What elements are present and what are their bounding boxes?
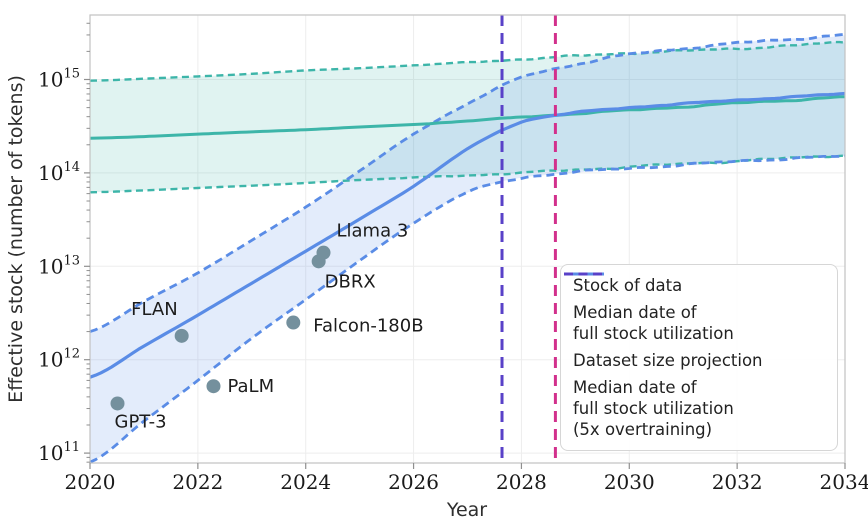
scatter-label-dbrx: DBRX	[325, 271, 376, 292]
dataset-lower-line	[90, 154, 845, 463]
legend-label: Median date of full stock utilization (5…	[573, 378, 734, 439]
x-tick-label: 2024	[280, 470, 331, 494]
dataset-upper-line	[90, 32, 845, 333]
dataset-band	[90, 35, 845, 463]
scatter-label-flan: FLAN	[131, 299, 178, 320]
scatter-dot-falcon-180b	[286, 315, 301, 330]
scatter-dot-flan	[174, 328, 189, 343]
y-axis-label: Effective stock (number of tokens)	[5, 75, 27, 403]
scatter-dot-palm	[206, 379, 221, 394]
x-tick-label: 2032	[712, 470, 763, 494]
y-tick-label: 1011	[38, 440, 80, 465]
data-layer	[90, 15, 845, 463]
legend: Stock of data Median date of full stock u…	[560, 264, 838, 451]
x-tick-label: 2026	[388, 470, 439, 494]
x-tick-label: 2030	[604, 470, 655, 494]
legend-item-stock-of-data: Stock of data	[564, 272, 825, 296]
y-tick-label: 1013	[38, 253, 80, 278]
x-tick-label: 2034	[820, 470, 868, 494]
scatter-dot-llama-3	[316, 245, 331, 260]
dataset-median-line	[90, 91, 845, 379]
y-tick-label: 1014	[38, 160, 80, 185]
x-tick-label: 2020	[65, 470, 116, 494]
legend-item-median-date-full-stock-utilization: Median date of full stock utilization	[564, 272, 825, 344]
legend-label: Dataset size projection	[573, 351, 763, 370]
plot-border	[89, 14, 846, 464]
axes-layer: 2020 2022 2024 2026 2028 2030 2032 2034 1011 1012…	[38, 14, 868, 494]
annotation-layer: GPT-3 FLAN PaLM Falcon-180B DBRX Llama 3	[110, 221, 424, 432]
x-tick-label: 2028	[496, 470, 547, 494]
stock-band	[90, 42, 845, 193]
legend-swatch-dashed-line-icon	[564, 272, 604, 276]
x-axis-label: Year	[446, 499, 487, 521]
scatter-dot-gpt-3	[110, 396, 125, 411]
legend-item-median-date-full-stock-utilization-5x: Median date of full stock utilization (5…	[564, 272, 825, 440]
stock-median-line	[90, 95, 845, 140]
legend-item-dataset-size-projection: Dataset size projection	[564, 272, 825, 371]
legend-label: Stock of data	[573, 276, 683, 295]
scatter-label-falcon-180b: Falcon-180B	[313, 316, 423, 337]
x-tick-label: 2022	[172, 470, 223, 494]
scatter-label-gpt-3: GPT-3	[115, 411, 167, 432]
y-tick-label: 1012	[38, 347, 80, 372]
legend-label: Median date of full stock utilization	[573, 303, 734, 343]
scatter-label-palm: PaLM	[227, 376, 274, 397]
y-tick-label: 1015	[38, 67, 80, 92]
scatter-label-llama-3: Llama 3	[337, 221, 409, 242]
